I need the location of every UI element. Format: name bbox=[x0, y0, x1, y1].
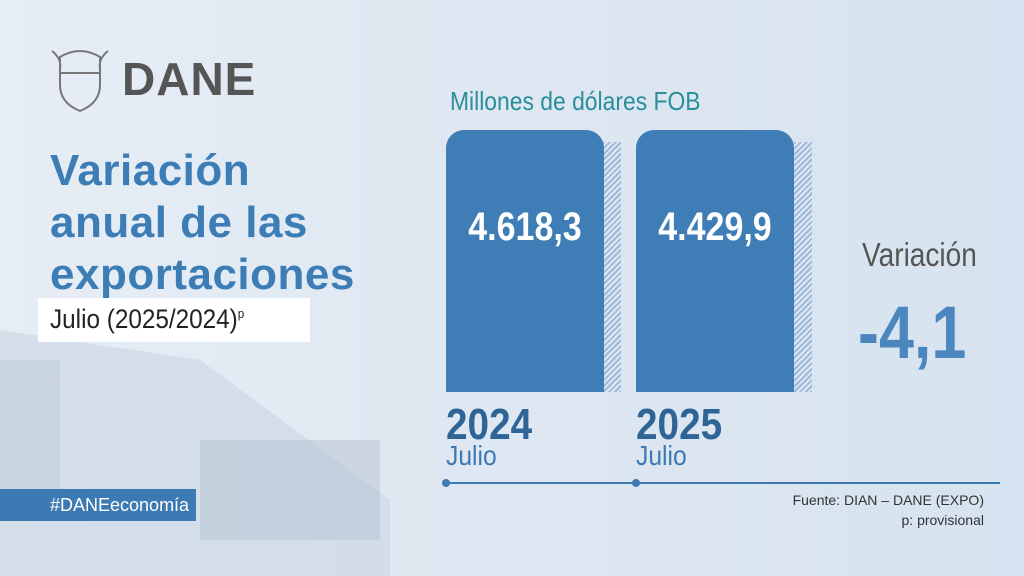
source: Fuente: DIAN – DANE (EXPO) bbox=[792, 492, 984, 508]
bar bbox=[446, 130, 604, 392]
hashtag[interactable]: #DANEeconomía bbox=[0, 489, 196, 521]
title-line: Variación bbox=[50, 146, 251, 195]
bar-month: Julio bbox=[446, 440, 497, 471]
variation-label: Variación bbox=[862, 236, 977, 273]
subtitle-sup: p bbox=[237, 306, 245, 321]
variation-value: -4,1 bbox=[858, 291, 967, 374]
bar-year: 2024 bbox=[446, 400, 533, 449]
title: Variación anual de las exportaciones bbox=[50, 145, 355, 301]
bar-value: 4.429,9 bbox=[658, 205, 772, 249]
subtitle: Julio (2025/2024)p bbox=[50, 304, 244, 335]
subtitle-box: Julio (2025/2024)p bbox=[38, 298, 310, 342]
bar-month: Julio bbox=[636, 440, 687, 471]
unit: Millones de dólares FOB bbox=[450, 86, 701, 116]
title-line: exportaciones bbox=[50, 250, 355, 299]
title-line: anual de las bbox=[50, 198, 308, 247]
note: p: provisional bbox=[901, 512, 985, 528]
bar-shadow bbox=[794, 142, 812, 392]
logo: DANE bbox=[122, 53, 257, 105]
bar-value: 4.618,3 bbox=[468, 205, 582, 249]
bar-year: 2025 bbox=[636, 400, 723, 449]
subtitle-text: Julio (2025/2024) bbox=[50, 304, 238, 334]
bar bbox=[636, 130, 794, 392]
bar-shadow bbox=[603, 142, 621, 392]
